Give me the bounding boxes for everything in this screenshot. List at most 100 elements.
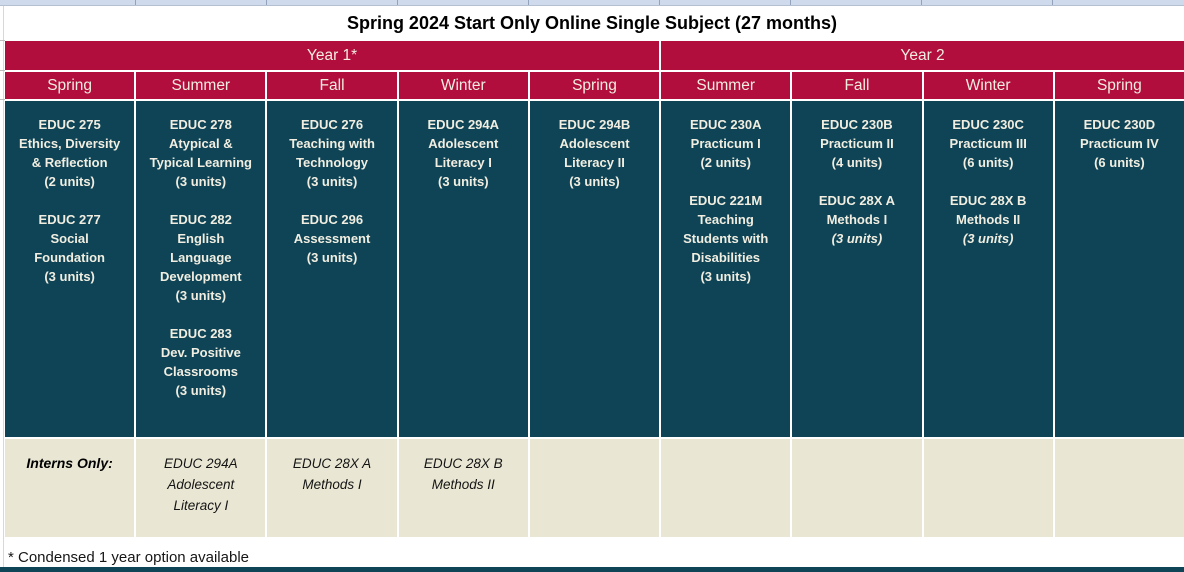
course-entry: EDUC 28X B Methods II (3 units) — [928, 191, 1049, 248]
course-units: (3 units) — [306, 174, 358, 189]
course-units: (6 units) — [1094, 155, 1145, 170]
interns-cell-y1-summer[interactable]: EDUC 294A Adolescent Literacy I — [136, 439, 266, 537]
course-units: (3 units) — [700, 269, 751, 284]
season-header-row: Spring Summer Fall Winter Spring Summer … — [5, 72, 1184, 99]
schedule-table: Year 1* Year 2 Spring Summer Fall Winter… — [5, 41, 1184, 539]
gridline-tick — [266, 0, 267, 5]
interns-cell-empty[interactable] — [529, 439, 660, 537]
course-title: Methods II — [956, 212, 1021, 227]
course-entry: EDUC 221M Teaching Students with Disabil… — [665, 191, 786, 286]
season-header-y2-winter[interactable]: Winter — [923, 72, 1053, 99]
term-cell-y2-spring[interactable]: EDUC 230D Practicum IV (6 units) — [1054, 101, 1184, 437]
course-entry: EDUC 28X A Methods I (3 units) — [796, 191, 917, 248]
spreadsheet-gutter-line — [3, 6, 4, 572]
season-header-y1-winter[interactable]: Winter — [398, 72, 528, 99]
year-header-row: Year 1* Year 2 — [5, 41, 1184, 70]
course-title: Ethics, Diversity & Reflection — [19, 136, 121, 170]
gridline-tick — [790, 0, 791, 5]
interns-cell-y1-winter[interactable]: EDUC 28X B Methods II — [398, 439, 528, 537]
course-code: EDUC 282 — [169, 212, 232, 227]
course-code: EDUC 28X B — [949, 193, 1027, 208]
course-units: (3 units) — [175, 383, 227, 398]
season-header-y1-spring[interactable]: Spring — [5, 72, 135, 99]
gutter-row-line — [0, 40, 5, 41]
gridline-tick — [397, 0, 398, 5]
course-entry: EDUC 230C Practicum III (6 units) — [928, 115, 1049, 172]
interns-only-label-cell[interactable]: Interns Only: — [5, 439, 135, 537]
course-entry: EDUC 230A Practicum I (2 units) — [665, 115, 786, 172]
course-units: (3 units) — [306, 250, 358, 265]
course-title: Methods I — [826, 212, 888, 227]
gridline-tick — [528, 0, 529, 5]
course-title: Practicum I — [690, 136, 761, 151]
course-code: EDUC 28X A — [818, 193, 895, 208]
season-header-y2-spring[interactable]: Spring — [1054, 72, 1184, 99]
course-title: English Language Development — [160, 231, 242, 284]
course-entry: EDUC 277 Social Foundation (3 units) — [9, 210, 130, 286]
course-title: Assessment — [293, 231, 371, 246]
course-units: (4 units) — [831, 155, 883, 170]
bottom-teal-bar — [0, 567, 1184, 572]
term-cell-y1-spring2[interactable]: EDUC 294B Adolescent Literacy II (3 unit… — [529, 101, 660, 437]
course-code: EDUC 275 — [38, 117, 101, 132]
season-header-y1-spring2[interactable]: Spring — [529, 72, 660, 99]
interns-cell-empty[interactable] — [792, 439, 922, 537]
season-header-y2-summer[interactable]: Summer — [661, 72, 791, 99]
course-title: Practicum IV — [1080, 136, 1159, 151]
course-title: Teaching with Technology — [289, 136, 375, 170]
gutter-row-line — [0, 70, 5, 71]
course-code: EDUC 276 — [300, 117, 364, 132]
gridline-tick — [135, 0, 136, 5]
gridline-tick — [921, 0, 922, 5]
course-units: (3 units) — [44, 269, 95, 284]
course-code: EDUC 230B — [821, 117, 893, 132]
term-cell-y1-spring[interactable]: EDUC 275 Ethics, Diversity & Reflection … — [5, 101, 135, 437]
course-title: Dev. Positive Classrooms — [160, 345, 241, 379]
course-units: (2 units) — [700, 155, 751, 170]
course-title: Atypical & Typical Learning — [149, 136, 252, 170]
course-entry: EDUC 230B Practicum II (4 units) — [796, 115, 917, 172]
course-code: EDUC 278 — [169, 117, 232, 132]
course-entry: EDUC 276 Teaching with Technology (3 uni… — [271, 115, 392, 191]
interns-cell-empty[interactable] — [923, 439, 1053, 537]
year1-header-cell[interactable]: Year 1* — [5, 41, 660, 70]
course-entry: EDUC 278 Atypical & Typical Learning (3 … — [140, 115, 261, 191]
course-code: EDUC 296 — [300, 212, 364, 227]
gridline-tick — [659, 0, 660, 5]
course-entry: EDUC 283 Dev. Positive Classrooms (3 uni… — [140, 324, 261, 400]
course-title: Adolescent Literacy II — [559, 136, 630, 170]
course-code: EDUC 283 — [169, 326, 232, 341]
year2-header-cell[interactable]: Year 2 — [661, 41, 1184, 70]
course-code: EDUC 230D — [1083, 117, 1156, 132]
term-cell-y1-summer[interactable]: EDUC 278 Atypical & Typical Learning (3 … — [136, 101, 266, 437]
interns-cell-empty[interactable] — [661, 439, 791, 537]
season-header-y1-summer[interactable]: Summer — [136, 72, 266, 99]
term-cell-y1-fall[interactable]: EDUC 276 Teaching with Technology (3 uni… — [267, 101, 397, 437]
course-entry: EDUC 294A Adolescent Literacy I (3 units… — [403, 115, 524, 191]
course-entry: EDUC 230D Practicum IV (6 units) — [1059, 115, 1180, 172]
season-header-y1-fall[interactable]: Fall — [267, 72, 397, 99]
course-entry: EDUC 294B Adolescent Literacy II (3 unit… — [534, 115, 655, 191]
term-cell-y1-winter[interactable]: EDUC 294A Adolescent Literacy I (3 units… — [398, 101, 528, 437]
course-title: Practicum III — [949, 136, 1027, 151]
course-entry: EDUC 282 English Language Development (3… — [140, 210, 261, 305]
course-units: (2 units) — [44, 174, 95, 189]
term-cell-y2-summer[interactable]: EDUC 230A Practicum I (2 units) EDUC 221… — [661, 101, 791, 437]
course-units: (3 units) — [962, 231, 1014, 246]
course-units: (3 units) — [175, 288, 227, 303]
interns-cell-y1-fall[interactable]: EDUC 28X A Methods I — [267, 439, 397, 537]
season-header-y2-fall[interactable]: Fall — [792, 72, 922, 99]
interns-cell-empty[interactable] — [1054, 439, 1184, 537]
course-code: EDUC 277 — [38, 212, 101, 227]
term-cell-y2-fall[interactable]: EDUC 230B Practicum II (4 units) EDUC 28… — [792, 101, 922, 437]
course-title: Practicum II — [820, 136, 894, 151]
title-bar: Spring 2024 Start Only Online Single Sub… — [0, 6, 1184, 40]
course-entry: EDUC 275 Ethics, Diversity & Reflection … — [9, 115, 130, 191]
course-code: EDUC 294B — [558, 117, 631, 132]
course-code: EDUC 230C — [952, 117, 1024, 132]
term-cell-y2-winter[interactable]: EDUC 230C Practicum III (6 units) EDUC 2… — [923, 101, 1053, 437]
course-units: (3 units) — [175, 174, 227, 189]
course-title: Teaching Students with Disabilities — [683, 212, 769, 265]
page-title: Spring 2024 Start Only Online Single Sub… — [346, 12, 838, 33]
course-units: (3 units) — [569, 174, 620, 189]
